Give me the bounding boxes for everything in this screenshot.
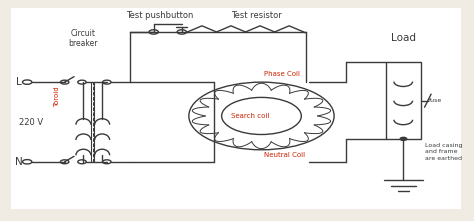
Text: Circuit
breaker: Circuit breaker [69,29,98,48]
Text: Phase Coil: Phase Coil [264,71,300,78]
Text: fuse: fuse [429,98,442,103]
Circle shape [400,137,407,140]
Text: N: N [15,157,23,167]
Text: Neutral Coil: Neutral Coil [264,152,305,158]
Text: Test resistor: Test resistor [231,11,282,20]
Text: Load: Load [391,33,416,43]
Text: Test pushbutton: Test pushbutton [126,11,193,20]
Text: Load casing
and frame
are earthed: Load casing and frame are earthed [426,143,463,161]
Text: Search coil: Search coil [230,113,269,119]
Bar [386,63,421,139]
Text: 220 V: 220 V [19,118,43,127]
Text: L: L [16,77,22,87]
Text: Toroid: Toroid [54,86,60,107]
